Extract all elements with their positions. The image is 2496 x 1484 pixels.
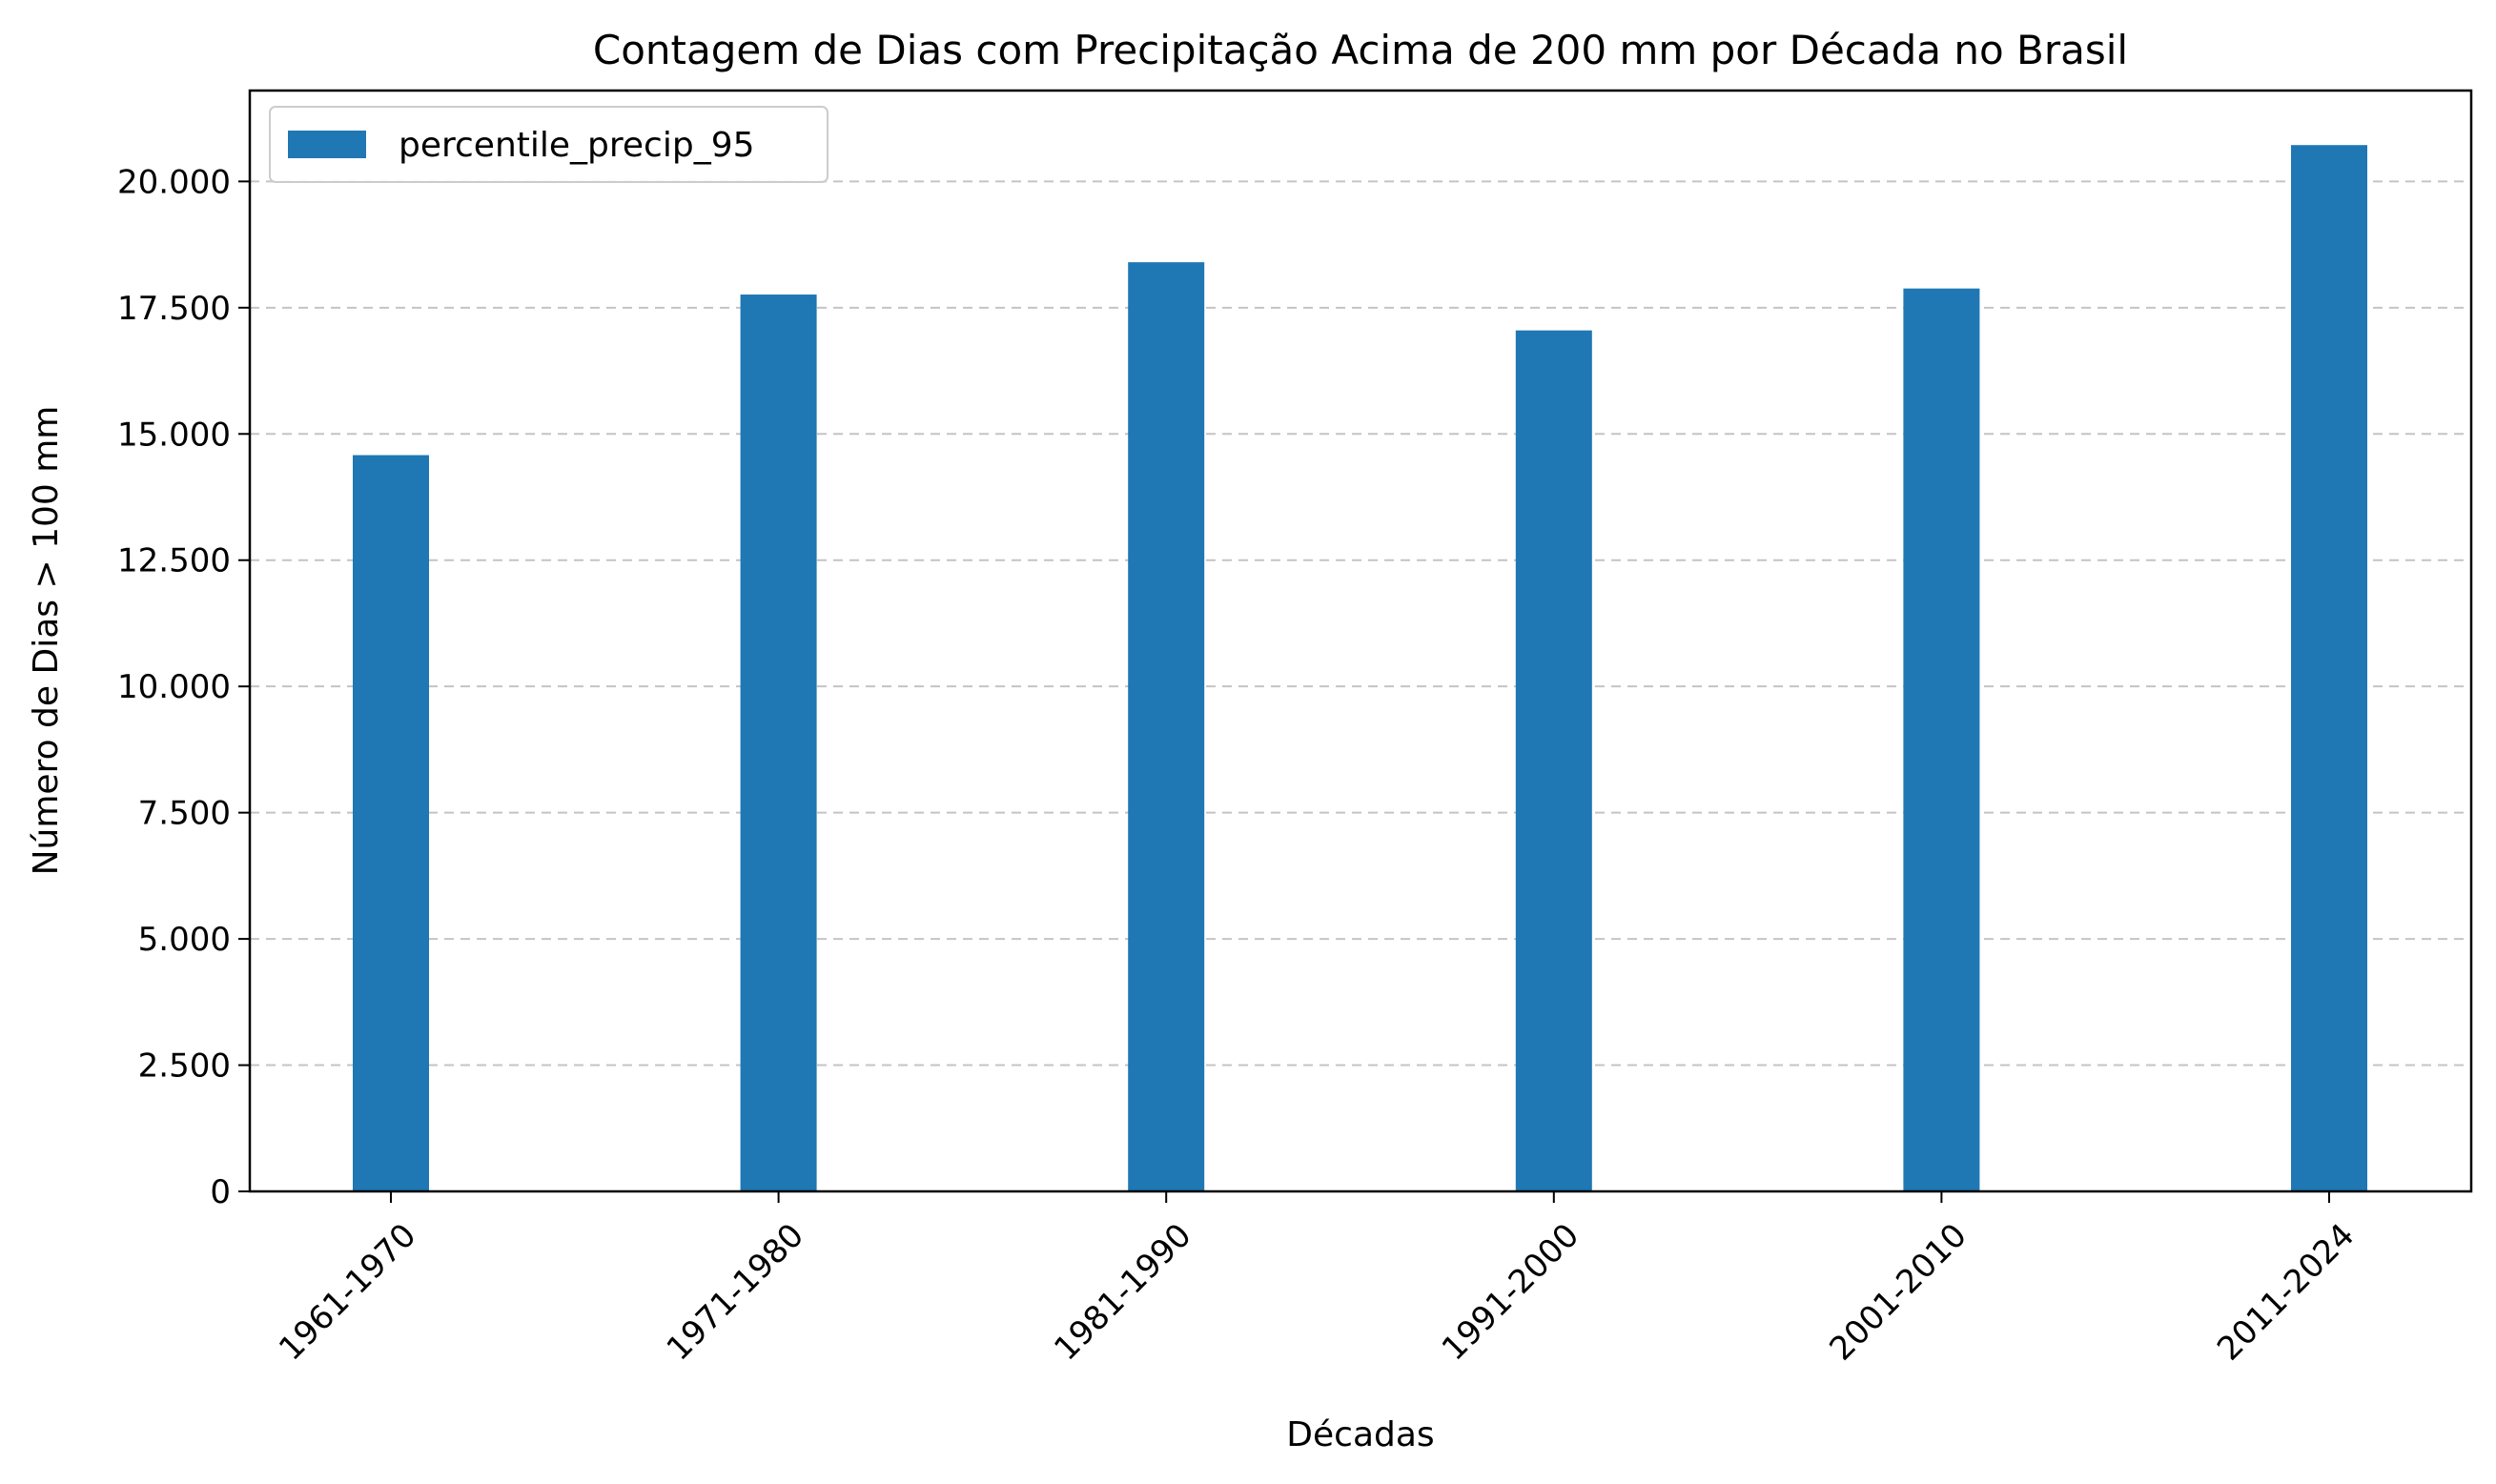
x-axis-title: Décadas bbox=[1286, 1415, 1434, 1454]
y-tick-label: 0 bbox=[210, 1173, 231, 1211]
y-axis-title: Número de Dias > 100 mm bbox=[27, 406, 66, 876]
plot-frame bbox=[248, 89, 2473, 1193]
y-tick-label: 17.500 bbox=[117, 290, 231, 328]
bar-1971-1980 bbox=[740, 295, 817, 1191]
legend-label: percentile_precip_95 bbox=[399, 126, 755, 165]
legend-frame bbox=[269, 106, 829, 183]
x-tick-label: 2001-2010 bbox=[1822, 1216, 1974, 1368]
bar-1961-1970 bbox=[353, 455, 429, 1191]
y-tick-label: 2.500 bbox=[138, 1047, 231, 1086]
y-tick-label: 20.000 bbox=[117, 163, 231, 201]
x-tick-label: 2011-2024 bbox=[2210, 1216, 2362, 1368]
x-tick-label: 1981-1990 bbox=[1047, 1216, 1198, 1368]
x-tick-label: 1961-1970 bbox=[272, 1216, 423, 1368]
gridlines bbox=[250, 180, 2471, 1067]
x-tick-label: 1971-1980 bbox=[660, 1216, 811, 1368]
y-tick-label: 12.500 bbox=[117, 542, 231, 580]
y-tick-label: 15.000 bbox=[117, 416, 231, 454]
bar-1991-2000 bbox=[1515, 330, 1592, 1191]
bar-2011-2024 bbox=[2291, 145, 2367, 1191]
x-axis: 1961-1970 1971-1980 1981-1990 1991-2000 2001… bbox=[272, 1191, 2362, 1368]
y-axis: 0 2.500 5.000 7.500 10.000 12.500 15.000 17.500… bbox=[117, 163, 250, 1211]
chart-title: Contagem de Dias com Precipitação Acima … bbox=[593, 27, 2128, 73]
bar-2001-2010 bbox=[1903, 288, 1980, 1191]
bars bbox=[353, 145, 2367, 1192]
legend: percentile_precip_95 bbox=[269, 106, 829, 183]
y-tick-label: 5.000 bbox=[138, 921, 231, 959]
bar-1981-1990 bbox=[1128, 262, 1205, 1192]
y-tick-label: 10.000 bbox=[117, 668, 231, 706]
y-tick-label: 7.500 bbox=[138, 795, 231, 833]
legend-swatch bbox=[288, 131, 366, 158]
x-tick-label: 1991-2000 bbox=[1435, 1216, 1586, 1368]
